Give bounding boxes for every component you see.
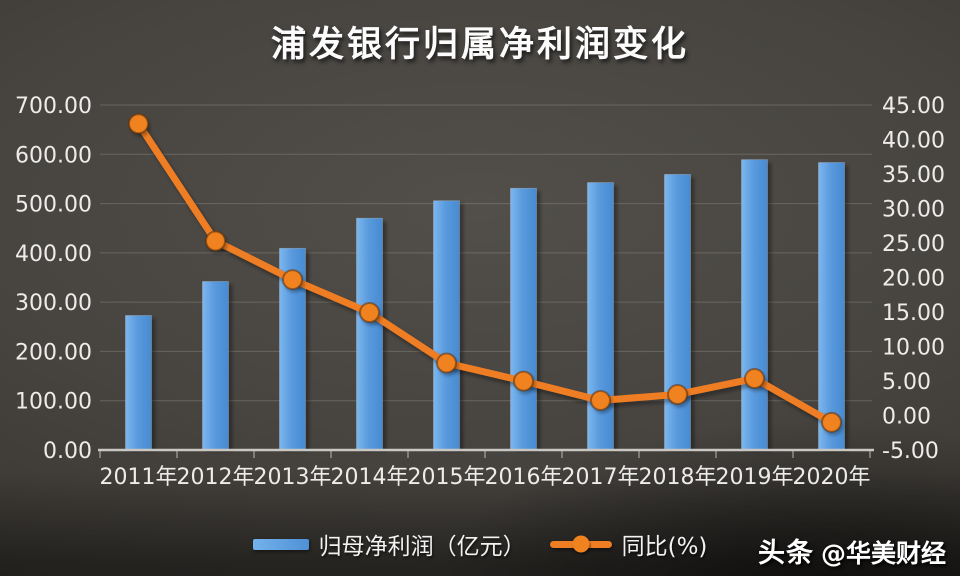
right-axis-tick-label: 20.00 [882,267,945,292]
bar-2018年 [664,174,691,451]
right-axis-tick-label: 10.00 [882,336,945,361]
x-axis-label: 2012年 [177,465,255,490]
legend-item-yoy: 同比(%) [549,527,708,561]
x-axis-label: 2018年 [639,465,717,490]
chart-title: 浦发银行归属净利润变化 [270,25,689,65]
line-series-swatch-icon [549,535,612,553]
left-axis-tick-label: 100.00 [15,390,92,415]
legend-line-label: 同比(%) [621,534,708,560]
right-axis-tick-label: 25.00 [882,232,945,257]
bar-2016年 [510,187,537,451]
left-axis-tick-label: 400.00 [15,242,92,267]
right-axis-tick-label: 30.00 [882,198,945,223]
watermark-handle: @华美财经 [820,539,946,568]
right-axis-tick-label: 15.00 [882,301,945,326]
yoy-point-2019年 [744,368,765,390]
right-axis-tick-label: -5.00 [882,439,939,464]
bar-2014年 [356,217,383,451]
bar-series-swatch-icon [252,538,309,550]
bar-2019年 [741,159,768,451]
watermark-brand: 头条 [757,538,814,569]
right-axis-tick-label: 5.00 [882,370,931,395]
bar-2020年 [818,162,845,451]
yoy-point-2017年 [590,389,611,411]
x-axis-label: 2016年 [485,465,563,490]
bar-2011年 [125,315,152,451]
left-axis-tick-label: 300.00 [15,291,92,316]
left-axis-tick-label: 200.00 [15,340,92,365]
yoy-point-2011年 [128,113,149,135]
x-axis-label: 2020年 [793,465,871,490]
legend-item-net-profit: 归母净利润（亿元） [252,527,526,561]
x-axis-label: 2015年 [408,465,486,490]
yoy-point-2018年 [667,383,688,405]
right-axis-tick-label: 45.00 [882,94,945,119]
bar-2012年 [202,281,229,451]
right-axis-tick-label: 0.00 [882,405,931,430]
yoy-point-2012年 [205,230,226,252]
bar-2015年 [433,200,460,451]
x-axis-label: 2019年 [716,465,794,490]
yoy-point-2013年 [282,269,303,291]
yoy-point-2020年 [821,411,842,433]
x-axis-label: 2017年 [562,465,640,490]
yoy-point-2015年 [436,352,457,374]
legend: 归母净利润（亿元） 同比(%) [0,527,960,561]
right-axis-tick-label: 35.00 [882,163,945,188]
line-marker-icon [572,535,590,553]
left-axis-tick-label: 700.00 [15,94,92,119]
right-axis-tick-label: 40.00 [882,129,945,154]
yoy-point-2014年 [359,302,380,324]
x-axis-label: 2013年 [254,465,332,490]
left-axis-tick-label: 600.00 [15,143,92,168]
yoy-point-2016年 [513,370,534,392]
left-axis-tick-label: 500.00 [15,193,92,218]
yoy-line [135,120,835,426]
x-axis-label: 2011年 [100,465,178,490]
legend-bar-label: 归母净利润（亿元） [318,534,526,560]
x-axis-label: 2014年 [331,465,409,490]
left-axis-tick-label: 0.00 [43,439,92,464]
watermark: 头条 @华美财经 [758,531,946,570]
